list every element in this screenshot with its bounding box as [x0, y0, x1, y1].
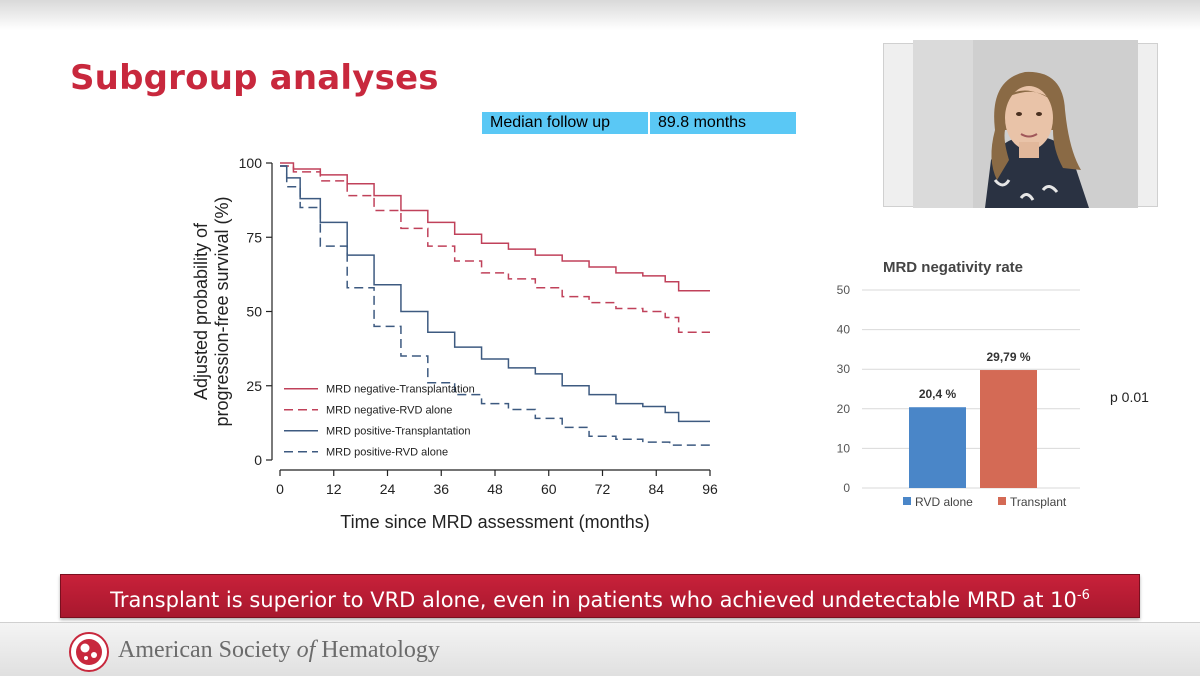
- org-prefix: American Society: [118, 637, 297, 663]
- km-x-tick-label: 60: [541, 481, 557, 497]
- top-band: [0, 0, 1200, 30]
- bar-y-tick-label: 50: [837, 283, 851, 297]
- bar-2: [980, 370, 1037, 488]
- bar-legend-swatch: [998, 497, 1006, 505]
- km-x-tick-label: 24: [380, 481, 396, 497]
- km-x-tick-label: 96: [702, 481, 718, 497]
- bar-y-tick-label: 20: [837, 402, 851, 416]
- ash-logo-icon: [69, 632, 109, 672]
- km-y-axis-label-line: Adjusted probability of: [191, 222, 211, 400]
- km-curve-1: [280, 162, 710, 292]
- conclusion-banner: Transplant is superior to VRD alone, eve…: [60, 574, 1140, 618]
- bar-chart-title: MRD negativity rate: [883, 259, 1023, 276]
- km-y-axis-label-line: progression-free survival (%): [212, 196, 232, 426]
- km-x-axis-label: Time since MRD assessment (months): [340, 512, 649, 532]
- km-y-tick-label: 50: [246, 304, 262, 320]
- bar-legend-label: RVD alone: [915, 495, 973, 509]
- organization-name: American Society of Hematology: [118, 637, 440, 664]
- km-x-tick-label: 12: [326, 481, 342, 497]
- mrd-negativity-bar-chart: MRD negativity rate 0 10 20 30 40 50 20,4 % 29,7…: [837, 259, 1149, 509]
- bar-data-label: 20,4 %: [919, 387, 957, 401]
- follow-up-value: 89.8 months: [650, 112, 796, 134]
- presenter-video: [913, 40, 1138, 208]
- bar-legend-swatch: [903, 497, 911, 505]
- bar-y-tick-label: 30: [837, 362, 851, 376]
- p-value-annotation: p 0.01: [1110, 389, 1149, 405]
- bar-y-tick-label: 0: [843, 481, 850, 495]
- km-legend-label: MRD positive-Transplantation: [326, 426, 470, 438]
- km-legend-label: MRD positive-RVD alone: [326, 447, 448, 459]
- km-x-tick-label: 48: [487, 481, 503, 497]
- km-x-tick-label: 36: [433, 481, 449, 497]
- km-y-tick-label: 0: [254, 452, 262, 468]
- km-curve-2: [280, 165, 710, 334]
- bar-y-tick-label: 10: [837, 441, 851, 455]
- footer: American Society of Hematology: [0, 622, 1200, 676]
- km-x-tick-label: 84: [648, 481, 664, 497]
- slide-title: Subgroup analyses: [70, 58, 439, 98]
- presenter-figure: [913, 40, 1138, 208]
- conclusion-text: Transplant is superior to VRD alone, eve…: [110, 588, 1077, 612]
- km-y-axis-label: Adjusted probability ofprogression-free …: [191, 196, 232, 426]
- km-x-tick-label: 72: [595, 481, 611, 497]
- km-y-tick-label: 25: [246, 378, 262, 394]
- km-y-tick-label: 75: [246, 229, 262, 245]
- km-legend-label: MRD negative-RVD alone: [326, 405, 452, 417]
- bar-data-label: 29,79 %: [986, 350, 1030, 364]
- km-curve-3: [280, 165, 710, 423]
- km-survival-chart: 0 25 50 75 100 0 12 24 36 48 60 72 84 96 Time since MR…: [191, 155, 718, 532]
- org-of: of: [296, 637, 316, 663]
- follow-up-label: Median follow up: [482, 112, 650, 134]
- km-legend-label: MRD negative-Transplantation: [326, 384, 475, 396]
- median-follow-up-box: Median follow up 89.8 months: [482, 112, 796, 134]
- bar-legend-label: Transplant: [1010, 495, 1067, 509]
- km-x-tick-label: 0: [276, 481, 284, 497]
- conclusion-exponent: -6: [1076, 588, 1090, 603]
- km-curve-4: [280, 165, 710, 446]
- presenter-webcam: [883, 40, 1158, 208]
- org-suffix: Hematology: [315, 637, 440, 663]
- bar-y-tick-label: 40: [837, 323, 851, 337]
- bar-1: [909, 407, 966, 488]
- km-y-tick-label: 100: [239, 155, 263, 171]
